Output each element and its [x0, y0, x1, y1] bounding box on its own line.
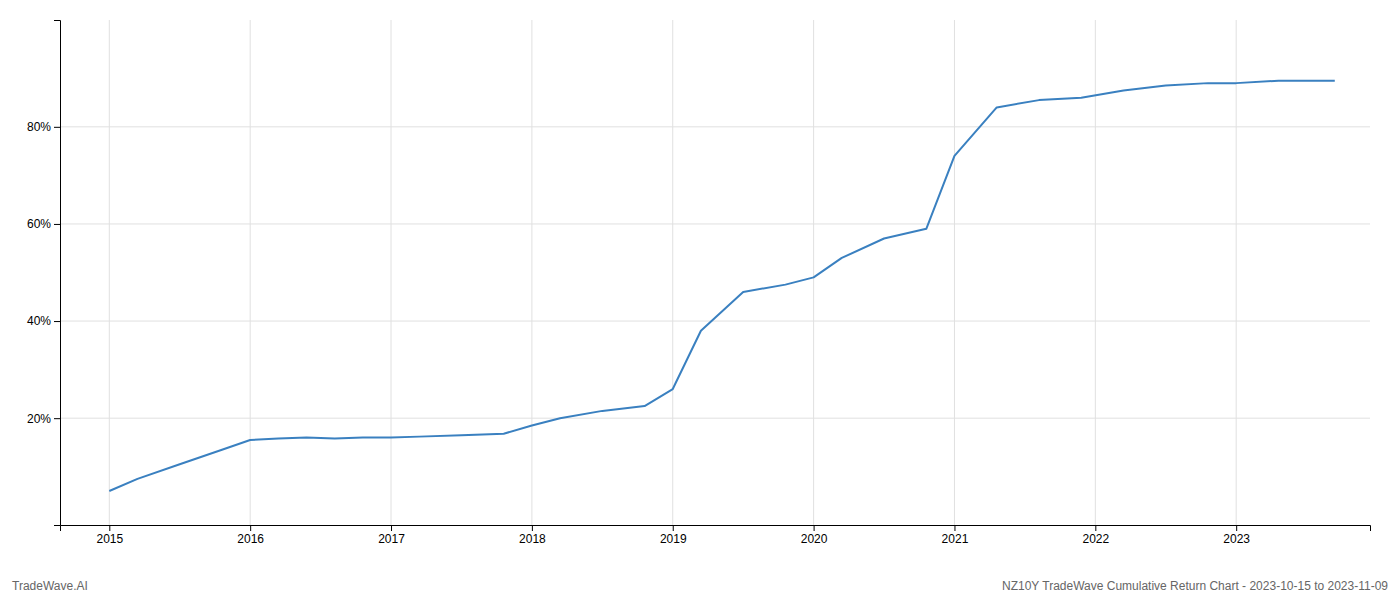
y-tick-mark: [54, 224, 60, 225]
grid-line-y: [60, 418, 1370, 419]
grid-line-x: [1236, 20, 1237, 525]
plot-area: 2015 2016 2017 2018 2019 2020 2021 2022 2023 20% 4…: [27, 20, 1371, 546]
x-tick-label: 2016: [237, 532, 264, 546]
x-tick: 2020: [801, 525, 828, 546]
x-tick-label: 2018: [519, 532, 546, 546]
y-tick-label: 20%: [27, 412, 51, 426]
grid-line-x: [813, 20, 814, 525]
x-tick-label: 2021: [942, 532, 969, 546]
x-tick: 2023: [1223, 525, 1250, 546]
x-tick: 2015: [96, 525, 123, 546]
line: [109, 81, 1334, 491]
x-tick-mark: [250, 525, 251, 531]
x-tick-mark: [1236, 525, 1237, 531]
chart-svg: 2015 2016 2017 2018 2019 2020 2021 2022 2023 20% 4…: [0, 0, 1400, 600]
footer-text: NZ10Y TradeWave Cumulative Return Chart …: [1002, 579, 1388, 593]
x-axis-line: [61, 526, 1371, 532]
grid-line-y: [60, 126, 1370, 127]
y-axis-line: [54, 21, 61, 526]
annotations: TradeWave.AI NZ10Y TradeWave Cumulative R…: [12, 579, 1388, 593]
y-tick-mark: [54, 321, 60, 322]
x-tick-label: 2023: [1223, 532, 1250, 546]
x-axis: 2015 2016 2017 2018 2019 2020 2021 2022 2023: [61, 525, 1371, 546]
y-tick: 40%: [27, 314, 60, 328]
x-tick: 2017: [378, 525, 405, 546]
grid-line-x: [531, 20, 532, 525]
grid: [60, 20, 1370, 525]
x-tick-mark: [814, 525, 815, 531]
y-tick-mark: [54, 127, 60, 128]
x-tick: 2019: [660, 525, 687, 546]
footer-text: TradeWave.AI: [12, 579, 88, 593]
grid-line-x: [250, 20, 251, 525]
x-tick-mark: [1095, 525, 1096, 531]
x-tick-mark: [391, 525, 392, 531]
grid-line-x: [954, 20, 955, 525]
y-tick-label: 60%: [27, 217, 51, 231]
x-tick-mark: [954, 525, 955, 531]
grid-line-y: [60, 223, 1370, 224]
grid-line-x: [391, 20, 392, 525]
x-tick: 2018: [519, 525, 546, 546]
x-tick: 2016: [237, 525, 264, 546]
x-tick-label: 2015: [96, 532, 123, 546]
x-tick-mark: [109, 525, 110, 531]
x-tick-label: 2022: [1082, 532, 1109, 546]
y-tick-label: 80%: [27, 120, 51, 134]
y-tick: 80%: [27, 120, 60, 134]
y-tick-label: 40%: [27, 314, 51, 328]
y-axis: 20% 40% 60% 80%: [27, 21, 61, 526]
y-tick: 60%: [27, 217, 60, 231]
grid-line-y: [60, 321, 1370, 322]
grid-line-x: [109, 20, 110, 525]
x-tick-mark: [532, 525, 533, 531]
x-tick: 2021: [942, 525, 969, 546]
grid-line-x: [672, 20, 673, 525]
series-group: [109, 81, 1334, 491]
x-tick-label: 2020: [801, 532, 828, 546]
y-tick-mark: [54, 418, 60, 419]
y-tick: 20%: [27, 412, 60, 426]
x-tick-mark: [673, 525, 674, 531]
x-tick-label: 2017: [378, 532, 405, 546]
x-tick: 2022: [1082, 525, 1109, 546]
x-tick-label: 2019: [660, 532, 687, 546]
